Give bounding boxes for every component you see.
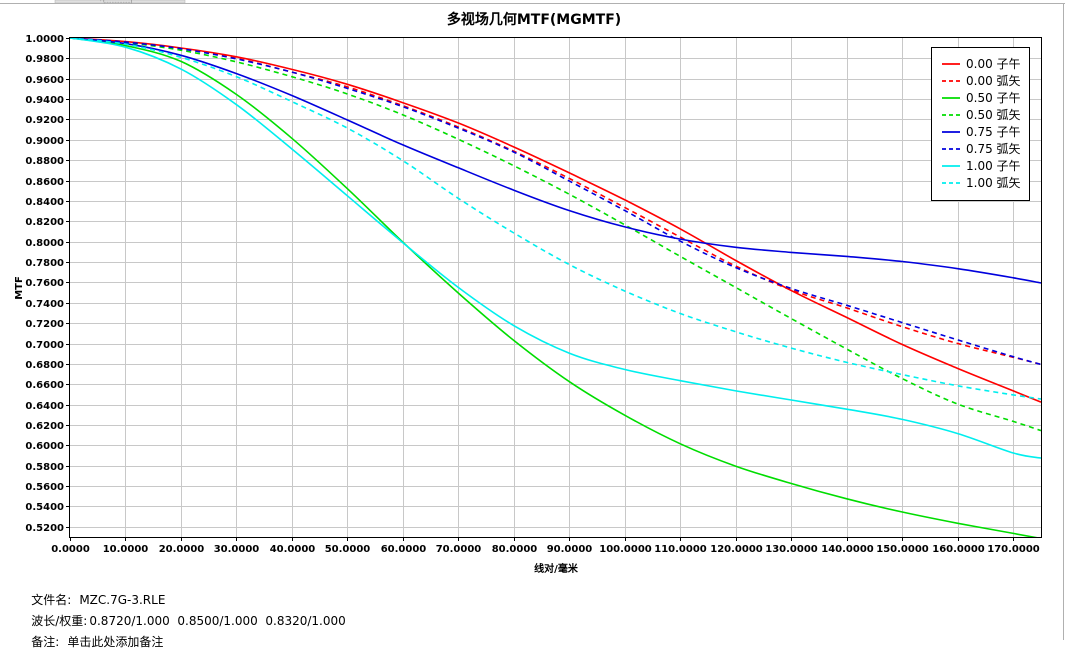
y-axis-label: MTF	[14, 276, 25, 300]
x-tick-label: 90.0000	[547, 544, 593, 555]
x-tick-label: 160.0000	[932, 544, 985, 555]
legend-label-3: 0.50 弧矢	[966, 108, 1021, 122]
footer-file: 文件名: MZC.7G-3.RLE	[16, 577, 165, 622]
legend-label-5: 0.75 弧矢	[966, 142, 1021, 156]
y-tick-label: 0.9400	[25, 95, 64, 106]
series-line-5	[70, 38, 1041, 366]
legend: 0.00 子午 0.00 弧矢 0.50 子午 0.50 弧矢 0.75 子午 0.75 …	[931, 47, 1030, 201]
y-tick-label: 0.8400	[25, 197, 64, 208]
legend-box	[931, 47, 1030, 201]
y-tick-label: 0.6000	[25, 441, 64, 452]
x-tick-label: 10.0000	[103, 544, 149, 555]
top-tab-strip[interactable]	[54, 0, 186, 4]
chart-window: · (................) 多视场几何MTF(MGMTF) 0.0…	[0, 0, 1065, 649]
legend-label-1: 0.00 弧矢	[966, 74, 1021, 88]
top-tab-label[interactable]: · (................)	[100, 0, 133, 5]
y-tick-label: 0.9600	[25, 75, 64, 86]
y-tick-label: 0.8200	[25, 217, 64, 228]
y-tick-label: 0.5600	[25, 482, 64, 493]
x-axis-ticks: 0.0000 10.0000 20.0000 30.0000 40.0000 50.000…	[51, 537, 1040, 555]
x-tick-label: 40.0000	[270, 544, 316, 555]
y-tick-label: 0.9800	[25, 54, 64, 65]
y-tick-label: 0.6800	[25, 360, 64, 371]
legend-label-6: 1.00 子午	[966, 159, 1021, 173]
series-lines	[70, 38, 1041, 537]
y-tick-label: 0.6600	[25, 380, 64, 391]
y-tick-label: 0.5200	[25, 523, 64, 534]
mtf-chart: · (................) 多视场几何MTF(MGMTF) 0.0…	[0, 0, 1065, 640]
series-line-0	[70, 38, 1041, 403]
footer-wavelength: 波长/权重: 0.8720/1.000 0.8500/1.000 0.8320/1…	[16, 598, 346, 643]
x-tick-label: 140.0000	[821, 544, 874, 555]
x-tick-label: 110.0000	[654, 544, 707, 555]
y-tick-label: 0.8000	[25, 238, 64, 249]
wavelength-label: 波长/权重:	[31, 614, 88, 628]
y-tick-label: 0.6400	[25, 401, 64, 412]
y-tick-label: 0.8600	[25, 177, 64, 188]
x-tick-label: 130.0000	[765, 544, 818, 555]
x-tick-label: 30.0000	[214, 544, 260, 555]
note-label: 备注:	[31, 635, 60, 649]
y-tick-label: 0.7800	[25, 258, 64, 269]
x-tick-label: 0.0000	[51, 544, 90, 555]
y-tick-label: 0.7000	[25, 340, 64, 351]
note-value[interactable]: 单击此处添加备注	[67, 635, 164, 649]
series-line-1	[70, 38, 1041, 366]
series-line-6	[70, 38, 1041, 459]
x-tick-label: 120.0000	[710, 544, 763, 555]
y-tick-label: 0.7400	[25, 299, 64, 310]
y-axis-ticks: 0.5200 0.5400 0.5600 0.5800 0.6000 0.6200 0.64…	[25, 34, 70, 534]
legend-label-4: 0.75 子午	[966, 125, 1021, 139]
y-tick-label: 0.5400	[25, 502, 64, 513]
y-tick-label: 0.9000	[25, 136, 64, 147]
series-line-2	[70, 38, 1038, 537]
plot-area-border	[69, 37, 1042, 538]
wavelength-value: 0.8720/1.000 0.8500/1.000 0.8320/1.000	[89, 614, 346, 628]
y-tick-label: 0.7200	[25, 319, 64, 330]
x-tick-label: 20.0000	[159, 544, 205, 555]
x-tick-label: 60.0000	[381, 544, 427, 555]
y-tick-label: 0.6200	[25, 421, 64, 432]
grid	[70, 38, 1041, 537]
x-tick-label: 170.0000	[987, 544, 1040, 555]
y-tick-label: 0.8800	[25, 156, 64, 167]
x-tick-label: 70.0000	[436, 544, 482, 555]
legend-label-2: 0.50 子午	[966, 91, 1021, 105]
legend-label-0: 0.00 子午	[966, 57, 1021, 71]
y-tick-label: 0.9200	[25, 115, 64, 126]
y-tick-label: 0.7600	[25, 278, 64, 289]
chart-title: 多视场几何MTF(MGMTF)	[447, 11, 621, 28]
y-tick-label: 1.0000	[25, 34, 64, 45]
legend-label-7: 1.00 弧矢	[966, 176, 1021, 190]
file-value: MZC.7G-3.RLE	[79, 593, 166, 607]
x-tick-label: 50.0000	[325, 544, 371, 555]
series-line-4	[70, 38, 1041, 284]
x-tick-label: 80.0000	[492, 544, 538, 555]
x-tick-label: 100.0000	[599, 544, 652, 555]
x-tick-label: 150.0000	[876, 544, 929, 555]
file-label: 文件名:	[31, 593, 72, 607]
footer-note[interactable]: 备注: 单击此处添加备注	[16, 619, 163, 664]
series-line-7	[70, 38, 1041, 400]
y-tick-label: 0.5800	[25, 462, 64, 473]
x-axis-label: 线对/毫米	[534, 562, 579, 575]
